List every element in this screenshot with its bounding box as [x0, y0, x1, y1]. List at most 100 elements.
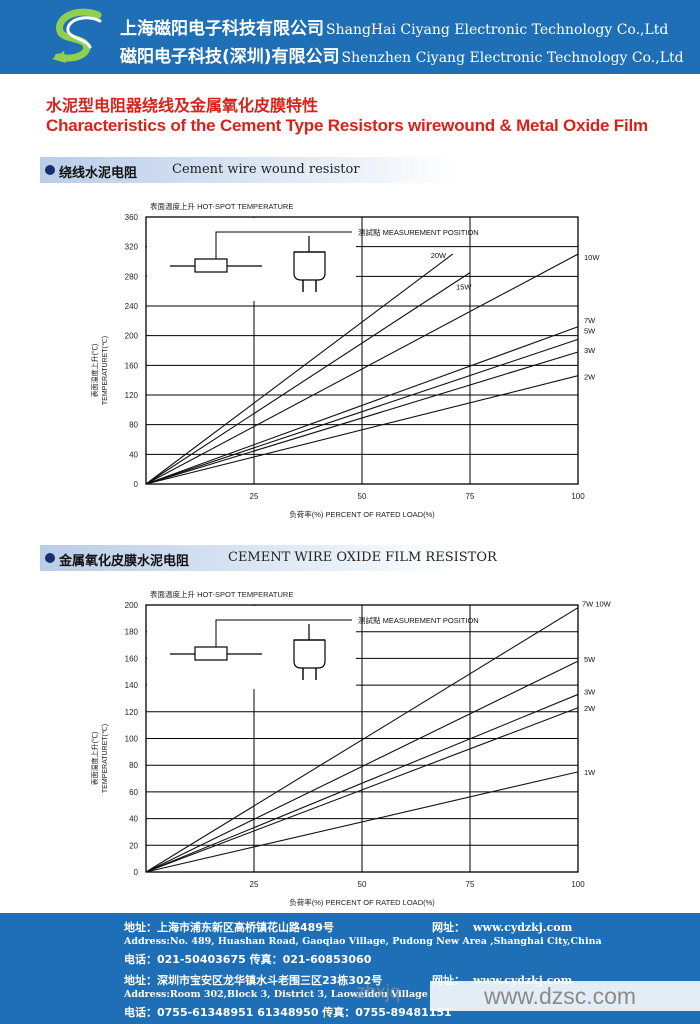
- y-tick-label: 60: [129, 788, 138, 797]
- y-tick-label: 280: [125, 272, 139, 281]
- company-name-cn-1: 上海磁阳电子科技有限公司: [120, 19, 324, 39]
- y-tick-label: 200: [125, 332, 139, 341]
- section-title-cn: 绕线水泥电阻: [59, 166, 138, 181]
- series-label: 7W: [584, 316, 596, 325]
- chart-title: 表面温度上升 HOT-SPOT TEMPERATURE: [150, 201, 293, 211]
- company-name-cn-2: 磁阳电子科技(深圳)有限公司: [120, 47, 340, 67]
- page-title-en: Characteristics of the Cement Type Resis…: [46, 116, 648, 135]
- series-line-7w: [145, 326, 579, 485]
- y-tick-label: 120: [125, 391, 139, 400]
- series-label: 5W: [584, 655, 596, 664]
- annotation-label: 测試點 MEASUREMENT POSITION: [358, 615, 479, 625]
- chart-title: 表面温度上升 HOT-SPOT TEMPERATURE: [150, 589, 293, 599]
- watermark-panel: [430, 981, 700, 1011]
- x-tick-label: 25: [250, 880, 259, 889]
- y-tick-label: 360: [125, 213, 139, 222]
- y-axis-label-cn: 表面温度上升(℃): [90, 344, 99, 398]
- company-name-en-2: Shenzhen Ciyang Electronic Technology Co…: [341, 50, 684, 66]
- series-line-1w: [145, 771, 579, 873]
- wirewound-temperature-chart: 0 40 80 120 160 200 240 280 320 360 25 50 75 100 20W 15…: [90, 201, 600, 519]
- watermark-faint: zhxjq: [356, 982, 401, 1003]
- y-tick-label: 320: [125, 243, 139, 252]
- x-axis-label: 负荷率(%) PERCENT OF RATED LOAD(%): [289, 897, 435, 907]
- series-label: 20W: [431, 251, 447, 260]
- y-tick-label: 180: [125, 628, 139, 637]
- x-tick-label: 50: [358, 880, 367, 889]
- y-tick-label: 0: [134, 868, 139, 877]
- header-banner: 上海磁阳电子科技有限公司 ShangHai Ciyang Electronic T…: [0, 0, 700, 74]
- x-tick-label: 50: [358, 492, 367, 501]
- series-line-3w: [145, 351, 579, 485]
- x-tick-label: 100: [571, 880, 585, 889]
- y-tick-label: 80: [129, 761, 138, 770]
- resistor-vertical-body: [293, 639, 326, 669]
- page-title-cn: 水泥型电阻器绕线及金属氧化皮膜特性: [46, 96, 319, 115]
- y-tick-label: 20: [129, 841, 138, 850]
- x-tick-label: 100: [571, 492, 585, 501]
- y-tick-label: 140: [125, 681, 139, 690]
- website-1: 网址： www.cydzkj.com: [432, 919, 572, 935]
- series-label: 7W 10W: [582, 600, 612, 609]
- y-tick-label: 0: [134, 480, 139, 489]
- section-title-en: Cement wire wound resistor: [172, 162, 360, 177]
- y-tick-label: 240: [125, 302, 139, 311]
- watermark: www.dzsc.com: [484, 983, 637, 1009]
- header-line-2: 磁阳电子科技(深圳)有限公司 Shenzhen Ciyang Electronic…: [120, 42, 684, 67]
- series-line-2w: [145, 375, 579, 485]
- series-label: 1W: [584, 768, 596, 777]
- resistor-body: [194, 646, 228, 661]
- series-label: 3W: [584, 346, 596, 355]
- header-line-1: 上海磁阳电子科技有限公司 ShangHai Ciyang Electronic T…: [120, 14, 668, 39]
- annotation-leader: [215, 619, 352, 647]
- series-line-10w: [145, 253, 579, 485]
- section-header-oxide-film: 金属氧化皮膜水泥电阻 CEMENT WIRE OXIDE FILM RESIST…: [40, 545, 497, 571]
- annotation-leader: [215, 231, 352, 259]
- series-line-7w-10w: [145, 607, 579, 873]
- y-axis-label-en: TEMPERATURET(℃): [102, 336, 109, 405]
- x-axis-label: 负荷率(%) PERCENT OF RATED LOAD(%): [289, 509, 435, 519]
- company-name-en-1: ShangHai Ciyang Electronic Technology Co…: [326, 22, 669, 38]
- y-tick-label: 160: [125, 654, 139, 663]
- x-tick-label: 25: [250, 492, 259, 501]
- series-label: 5W: [584, 326, 596, 335]
- section-title-cn: 金属氧化皮膜水泥电阻: [59, 554, 190, 569]
- measurement-diagram: 测試點 MEASUREMENT POSITION: [170, 227, 479, 292]
- y-tick-label: 100: [125, 735, 139, 744]
- annotation-label: 测試點 MEASUREMENT POSITION: [358, 227, 479, 237]
- series-line-5w: [145, 338, 579, 485]
- section-title-en: CEMENT WIRE OXIDE FILM RESISTOR: [228, 550, 497, 565]
- y-tick-label: 40: [129, 815, 138, 824]
- resistor-vertical-body: [293, 251, 326, 281]
- bullet-icon: [45, 165, 55, 175]
- address-shenzhen-en: Address:Room 302,Block 3, District 3, La…: [124, 989, 428, 1000]
- phone-shanghai: 电话：021-50403675 传真：021-60853060: [124, 953, 372, 966]
- y-tick-label: 200: [125, 601, 139, 610]
- series-line-3w: [145, 693, 579, 873]
- measurement-diagram: 测試點 MEASUREMENT POSITION: [170, 615, 479, 680]
- y-tick-label: 40: [129, 450, 138, 459]
- bullet-icon: [45, 553, 55, 563]
- series-label: 3W: [584, 687, 596, 696]
- phone-shenzhen: 电话：0755-61348951 61348950 传真：0755-894811…: [124, 1006, 452, 1019]
- website-url[interactable]: www.cydzkj.com: [473, 921, 573, 934]
- website-label: 网址：: [432, 921, 465, 934]
- series-label: 10W: [584, 253, 600, 262]
- address-shenzhen-cn: 地址：深圳市宝安区龙华镇水斗老围三区23栋302号: [124, 974, 383, 987]
- address-shanghai-cn: 地址：上海市浦东新区高桥镇花山路489号: [124, 921, 334, 934]
- y-tick-label: 160: [125, 361, 139, 370]
- series-label: 15W: [456, 283, 472, 292]
- company-logo-icon: [52, 8, 102, 63]
- resistor-body: [194, 258, 228, 273]
- series-line-5w: [145, 660, 579, 873]
- section-header-wirewound: 绕线水泥电阻 Cement wire wound resistor: [40, 157, 460, 183]
- footer-banner: 地址：上海市浦东新区高桥镇花山路489号 网址： www.cydzkj.com A…: [0, 913, 700, 1024]
- y-tick-label: 80: [129, 421, 138, 430]
- series-line-20w: [145, 253, 454, 485]
- address-shanghai-en: Address:No. 489, Huashan Road, Gaoqiao V…: [124, 936, 602, 947]
- x-tick-label: 75: [466, 880, 475, 889]
- y-axis-label-en: TEMPERATURET(℃): [102, 724, 109, 793]
- series-line-15w: [145, 272, 471, 485]
- series-line-2w: [145, 707, 579, 873]
- y-axis-label-cn: 表面温度上升(℃): [90, 732, 99, 786]
- x-tick-label: 75: [466, 492, 475, 501]
